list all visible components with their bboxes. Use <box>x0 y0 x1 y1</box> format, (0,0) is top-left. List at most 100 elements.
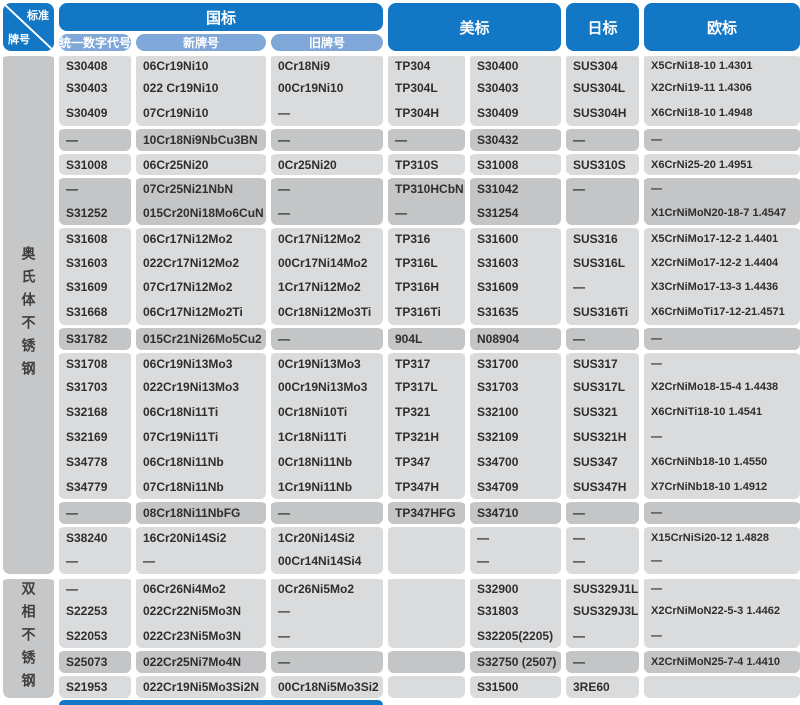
cell-old-grade: 0Cr18Ni11Nb <box>271 449 383 475</box>
header-jp-standard: 日标 <box>566 3 639 51</box>
cell-en-grade: X6CrNiNb18-10 1.4550 <box>644 449 800 475</box>
cell-unified-code: S31708 <box>59 349 131 375</box>
cell-jis-grade: SUS316L <box>566 250 639 276</box>
cell-uns-grade: S30400 <box>470 51 561 76</box>
section-label-austenitic: 奥氏体不锈钢 <box>3 51 54 574</box>
cell-astm-grade <box>388 598 465 624</box>
cell-unified-code: S21953 <box>59 673 131 699</box>
cell-new-grade: 08Cr18Ni11NbFG <box>136 499 266 524</box>
cell-astm-grade <box>388 648 465 674</box>
cell-en-grade: X5CrNiMo17-12-2 1.4401 <box>644 225 800 251</box>
cell-astm-grade <box>388 548 465 574</box>
cell-jis-grade: SUS316 <box>566 225 639 251</box>
cell-old-grade: 1Cr17Ni12Mo2 <box>271 275 383 300</box>
cell-en-grade: X1CrNiMoN20-18-7 1.4547 <box>644 200 800 226</box>
cell-new-grade: — <box>136 548 266 574</box>
cell-uns-grade: — <box>470 523 561 549</box>
cell-jis-grade: SUS304 <box>566 51 639 76</box>
cell-jis-grade: SUS310S <box>566 150 639 176</box>
cell-astm-grade <box>388 623 465 649</box>
cell-uns-grade: S31500 <box>470 673 561 699</box>
subheader-new-grade: 新牌号 <box>136 34 266 51</box>
cell-en-grade: X2CrNiMoN22-5-3 1.4462 <box>644 598 800 624</box>
cell-unified-code: S31603 <box>59 250 131 276</box>
cell-new-grade: 07Cr19Ni11Ti <box>136 424 266 450</box>
cell-astm-grade: TP310S <box>388 150 465 176</box>
cell-jis-grade: SUS329J1L <box>566 573 639 599</box>
cell-old-grade: — <box>271 598 383 624</box>
cell-unified-code: S31609 <box>59 275 131 300</box>
cell-uns-grade: S32900 <box>470 573 561 599</box>
cell-new-grade: 06Cr18Ni11Ti <box>136 399 266 425</box>
cell-jis-grade: SUS317 <box>566 349 639 375</box>
cell-unified-code: S25073 <box>59 648 131 674</box>
cell-old-grade: 0Cr18Ni10Ti <box>271 399 383 425</box>
cell-jis-grade: SUS316Ti <box>566 299 639 325</box>
cell-jis-grade: SUS317L <box>566 374 639 400</box>
cell-astm-grade: TP304H <box>388 100 465 126</box>
subheader-unified-code: 统一数字代号 <box>59 34 132 51</box>
cell-uns-grade: S30403 <box>470 75 561 101</box>
cell-astm-grade: TP317L <box>388 374 465 400</box>
cell-en-grade: X6CrNi18-10 1.4948 <box>644 100 800 126</box>
cell-jis-grade: — <box>566 175 639 201</box>
subheader-old-grade: 旧牌号 <box>271 34 383 51</box>
cell-uns-grade: S30432 <box>470 125 561 151</box>
cell-new-grade: 022Cr19Ni5Mo3Si2N <box>136 673 266 699</box>
cell-new-grade: 022 Cr19Ni10 <box>136 75 266 101</box>
cell-en-grade: — <box>644 125 800 151</box>
cell-astm-grade: TP321H <box>388 424 465 450</box>
cell-old-grade: 0Cr25Ni20 <box>271 150 383 176</box>
cell-uns-grade: S31803 <box>470 598 561 624</box>
cell-unified-code: — <box>59 175 131 201</box>
corner-label-grade: 牌号 <box>8 34 30 46</box>
cell-en-grade: — <box>644 548 800 574</box>
cell-old-grade: 00Cr19Ni10 <box>271 75 383 101</box>
cell-new-grade: 015Cr20Ni18Mo6CuN <box>136 200 266 226</box>
cell-unified-code: S32169 <box>59 424 131 450</box>
cell-uns-grade: S31600 <box>470 225 561 251</box>
cell-old-grade: — <box>271 175 383 201</box>
cell-jis-grade: 3RE60 <box>566 673 639 699</box>
cell-en-grade: X6CrNiTi18-10 1.4541 <box>644 399 800 425</box>
cell-en-grade: X7CrNiNb18-10 1.4912 <box>644 474 800 500</box>
section-label-duplex: 双相不锈钢 <box>3 573 54 699</box>
cell-en-grade: — <box>644 175 800 201</box>
cell-old-grade: — <box>271 100 383 126</box>
cell-en-grade: X3CrNiMo17-13-3 1.4436 <box>644 275 800 300</box>
cell-astm-grade: TP316L <box>388 250 465 276</box>
cell-new-grade: 06Cr17Ni12Mo2Ti <box>136 299 266 325</box>
cell-unified-code: S31008 <box>59 150 131 176</box>
cell-old-grade: 0Cr18Ni12Mo3Ti <box>271 299 383 325</box>
cell-unified-code: S38240 <box>59 523 131 549</box>
cell-unified-code: S34778 <box>59 449 131 475</box>
cell-old-grade: — <box>271 324 383 350</box>
cell-en-grade: X2CrNiMo18-15-4 1.4438 <box>644 374 800 400</box>
header-us-standard: 美标 <box>388 3 561 51</box>
cell-unified-code: S30408 <box>59 51 131 76</box>
cell-en-grade: X5CrNi18-10 1.4301 <box>644 51 800 76</box>
corner-header: 标准 牌号 <box>3 3 54 51</box>
cell-new-grade: 10Cr18Ni9NbCu3BN <box>136 125 266 151</box>
cell-uns-grade: S32750 (2507) <box>470 648 561 674</box>
cell-uns-grade: — <box>470 548 561 574</box>
cell-unified-code: — <box>59 499 131 524</box>
cell-unified-code: — <box>59 573 131 599</box>
cell-uns-grade: S32100 <box>470 399 561 425</box>
cell-en-grade: — <box>644 499 800 524</box>
cell-old-grade: 1Cr19Ni11Nb <box>271 474 383 500</box>
header-gb-standard: 国标 <box>59 3 383 31</box>
cell-astm-grade <box>388 673 465 699</box>
cell-new-grade: 022Cr17Ni12Mo2 <box>136 250 266 276</box>
cell-new-grade: 06Cr19Ni13Mo3 <box>136 349 266 375</box>
cell-jis-grade: SUS347H <box>566 474 639 500</box>
cell-new-grade: 022Cr23Ni5Mo3N <box>136 623 266 649</box>
cell-new-grade: 022Cr19Ni13Mo3 <box>136 374 266 400</box>
cell-en-grade: — <box>644 349 800 375</box>
cell-new-grade: 07Cr18Ni11Nb <box>136 474 266 500</box>
cell-uns-grade: S31042 <box>470 175 561 201</box>
cell-old-grade: — <box>271 200 383 226</box>
cell-jis-grade: — <box>566 523 639 549</box>
cell-uns-grade: S31254 <box>470 200 561 226</box>
